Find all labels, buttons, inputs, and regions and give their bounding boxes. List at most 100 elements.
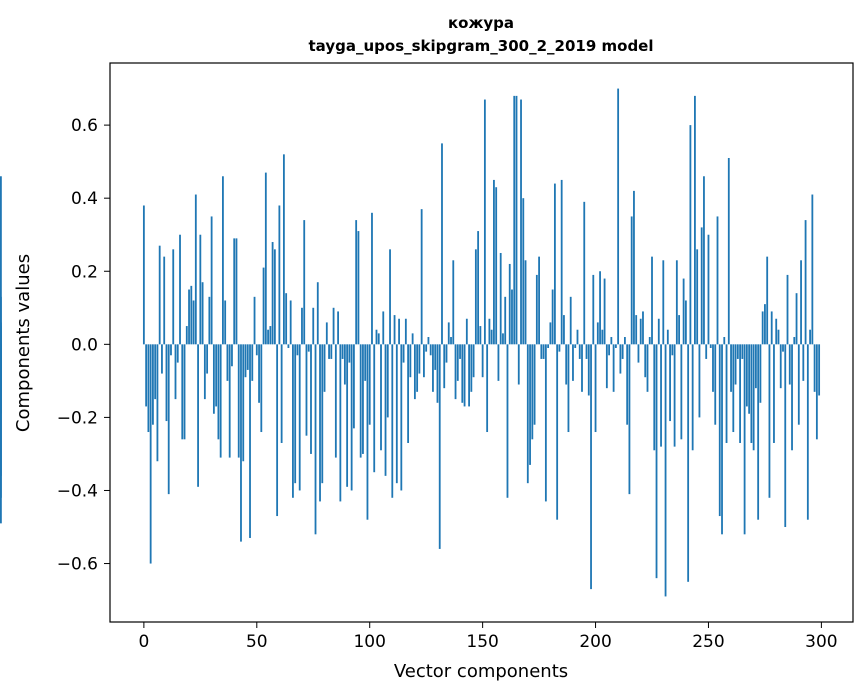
bar [416, 344, 419, 392]
bar [474, 249, 477, 345]
bar [253, 296, 256, 345]
bar [795, 293, 798, 345]
bar [775, 318, 778, 345]
bar [754, 344, 757, 389]
bar [655, 344, 658, 579]
bar [170, 344, 172, 356]
x-tick-label: 300 [805, 632, 837, 652]
bar [287, 344, 290, 348]
bar [163, 256, 166, 345]
y-tick-label: 0.2 [71, 262, 98, 282]
bar [761, 311, 764, 345]
y-tick-label: 0.0 [71, 335, 98, 355]
bar [748, 344, 751, 414]
bar [465, 318, 468, 345]
y-tick-label: −0.4 [57, 481, 98, 501]
bar [357, 231, 360, 345]
bar [273, 249, 276, 345]
bar [624, 337, 626, 345]
bar [601, 329, 604, 345]
bar [413, 344, 416, 400]
bar [513, 95, 516, 345]
bar [307, 344, 310, 352]
bar [161, 344, 163, 374]
bar [197, 344, 199, 487]
bar [267, 329, 269, 345]
bar [321, 344, 324, 484]
bar [452, 260, 455, 345]
bar [371, 212, 373, 345]
bar [646, 344, 649, 392]
bar [167, 344, 170, 495]
bar [502, 333, 504, 345]
x-tick-label: 200 [579, 632, 611, 652]
bar [766, 256, 769, 345]
bar [506, 344, 509, 498]
bar [296, 344, 299, 356]
bar [594, 344, 597, 433]
bar [289, 300, 292, 345]
bar [517, 344, 520, 385]
bar [759, 344, 762, 403]
bar [743, 344, 746, 535]
x-tick-label: 100 [353, 632, 385, 652]
bar [703, 176, 705, 345]
bar [366, 344, 369, 520]
bar [770, 311, 773, 345]
bar [438, 344, 441, 549]
bar [341, 344, 344, 359]
bar [630, 216, 633, 345]
bar [603, 278, 606, 345]
bar [657, 318, 660, 345]
bar [377, 333, 380, 345]
bar [782, 344, 784, 352]
bar [479, 326, 482, 345]
bar [348, 344, 351, 363]
bar [156, 344, 159, 462]
bar [468, 344, 470, 407]
bar [793, 337, 796, 345]
bars-group [0, 88, 821, 597]
bar [696, 249, 699, 345]
y-axis-ticks: −0.6 −0.4 −0.2 0.0 0.2 0.4 0.6 [57, 116, 110, 575]
bar [298, 344, 301, 491]
bar [389, 249, 391, 345]
bar [282, 154, 285, 345]
bar [490, 329, 493, 345]
bar [154, 344, 157, 400]
bar [596, 322, 599, 345]
bar [551, 289, 554, 345]
bar [730, 344, 732, 392]
bar [651, 256, 653, 345]
bar [402, 344, 405, 363]
bar [350, 344, 353, 491]
bar [572, 344, 574, 381]
bar [314, 344, 317, 535]
bar [316, 282, 319, 345]
bar [542, 344, 545, 359]
bar [682, 278, 685, 345]
bar [181, 344, 184, 440]
x-tick-label: 50 [246, 632, 268, 652]
bar [818, 344, 821, 396]
bar [752, 344, 755, 451]
bar [499, 252, 502, 345]
bar [393, 315, 396, 345]
bar [328, 344, 330, 359]
bar [547, 344, 550, 348]
bar [608, 344, 610, 356]
bar [563, 315, 565, 345]
bar [240, 344, 242, 542]
bar [334, 344, 337, 458]
bar [522, 198, 525, 345]
bar [660, 344, 662, 447]
bar [142, 205, 145, 345]
bar [368, 344, 371, 425]
bar [535, 274, 538, 345]
bar [382, 311, 385, 345]
bar [529, 344, 531, 465]
bar [802, 344, 805, 381]
bar [404, 318, 407, 345]
bar [637, 344, 640, 363]
